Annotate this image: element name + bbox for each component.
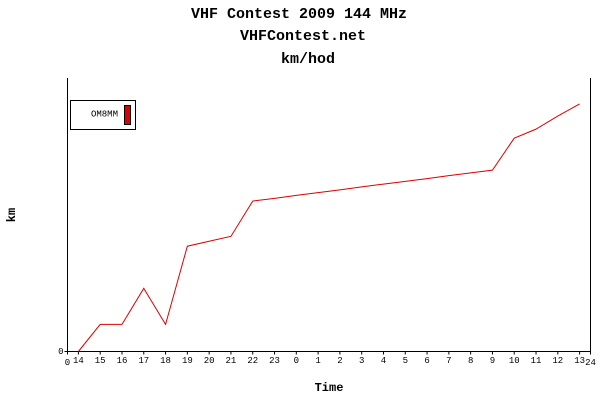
x-tick-label: 18 [160, 356, 171, 366]
line [78, 103, 580, 352]
chart-subtitle: VHFContest.net [240, 28, 366, 45]
x-tick-label: 8 [468, 356, 473, 366]
chart-title: VHF Contest 2009 144 MHz [191, 6, 407, 23]
x-tick-label: 20 [204, 356, 215, 366]
x-tick-label: 5 [403, 356, 408, 366]
x-tick-label: 14 [73, 356, 84, 366]
x-tick-label: 7 [446, 356, 451, 366]
x-tick-label: 21 [226, 356, 237, 366]
x-tick-label: 1 [315, 356, 320, 366]
x-tick-label: 13 [574, 356, 585, 366]
chart-subtitle: km/hod [281, 51, 335, 68]
legend-swatch [124, 105, 131, 125]
x-tick-label: 0 [65, 358, 70, 368]
x-tick-label: 2 [337, 356, 342, 366]
x-tick-label: 12 [552, 356, 563, 366]
x-tick-label: 3 [359, 356, 364, 366]
x-tick-label: 4 [381, 356, 386, 366]
x-axis-label: Time [315, 381, 344, 395]
legend-label: OM8MM [91, 109, 118, 119]
x-tick-label: 10 [509, 356, 520, 366]
x-tick-label: 19 [182, 356, 193, 366]
y-tick-label: 0 [58, 347, 63, 357]
x-tick-label: 22 [247, 356, 258, 366]
x-tick-label: 15 [95, 356, 106, 366]
x-tick-label: 23 [269, 356, 280, 366]
x-tick-label: 11 [531, 356, 542, 366]
x-tick-label: 6 [424, 356, 429, 366]
y-axis-label: km [5, 208, 19, 222]
x-tick-label: 16 [117, 356, 128, 366]
x-tick-label: 9 [490, 356, 495, 366]
x-tick-label: 17 [138, 356, 149, 366]
x-tick-label: 24 [585, 358, 596, 368]
x-tick-label: 0 [294, 356, 299, 366]
